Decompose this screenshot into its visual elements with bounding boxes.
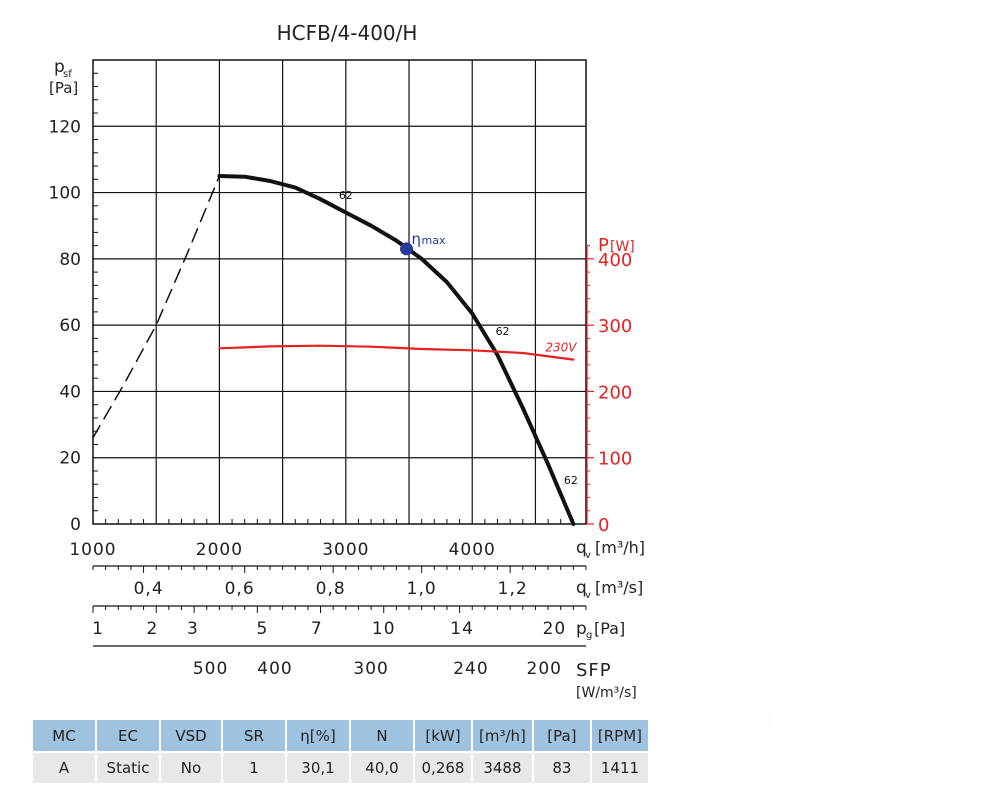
flow-axis-m3s: q v [m³/s] 0,4 0,6 0,8 1,0 1,2 — [92, 565, 643, 601]
sfp-axis: SFP [W/m³/s] 500 400 300 240 200 — [93, 645, 637, 701]
pressure-curve — [217, 174, 576, 526]
secondary-tick-label: 1,0 — [407, 579, 437, 599]
secondary-tick-label: 20 — [543, 619, 567, 639]
secondary-tick-label: 240 — [453, 659, 488, 679]
secondary-tick-label: 0,8 — [316, 579, 346, 599]
y-axis-label-letter: p — [54, 57, 65, 77]
power-curve — [218, 344, 575, 361]
eta-max-point — [399, 242, 413, 256]
header-kw: [kW] — [415, 720, 471, 751]
secondary-tick-label: 14 — [450, 619, 474, 639]
specs-table: MC EC VSD SR η[%] N [kW] [m³/h] [Pa] [RP… — [31, 718, 650, 785]
curve-label: 62 — [339, 189, 353, 202]
secondary-tick-label: 5 — [256, 619, 268, 639]
pg-label-letter: p — [576, 619, 587, 639]
y-tick-label: 100 — [49, 184, 81, 204]
header-m3h: [m³/h] — [473, 720, 532, 751]
cell-ec: Static — [97, 753, 159, 783]
header-mc: MC — [33, 720, 95, 751]
cell-m3h: 3488 — [473, 753, 532, 783]
y-axis-unit: [Pa] — [49, 79, 78, 97]
header-rpm: [RPM] — [591, 720, 649, 751]
y-tick-label: 120 — [49, 117, 81, 137]
specs-table-container: MC EC VSD SR η[%] N [kW] [m³/h] [Pa] [RP… — [31, 718, 650, 785]
power-tick-label: 100 — [598, 449, 632, 470]
pressure-axis: p sf [Pa] 0 20 40 60 80 100 120 — [49, 57, 81, 535]
specs-header-row: MC EC VSD SR η[%] N [kW] [m³/h] [Pa] [RP… — [33, 720, 649, 751]
minor-ticks — [93, 72, 574, 524]
eta-max-sub: max — [421, 234, 445, 247]
specs-value-row: A Static No 1 30,1 40,0 0,268 3488 83 14… — [33, 753, 649, 783]
eta-max-symbol: η — [411, 230, 421, 248]
y-axis-label-sub: sf — [63, 69, 72, 80]
cell-n: 40,0 — [351, 753, 413, 783]
secondary-tick-label: 1 — [92, 619, 104, 639]
secondary-tick-label: 300 — [353, 659, 388, 679]
x-tick-label: 1000 — [69, 540, 116, 560]
plot-frame — [92, 59, 587, 525]
chart-grid — [92, 59, 587, 525]
secondary-tick-label: 1,2 — [498, 579, 528, 599]
cell-pa: 83 — [533, 753, 590, 783]
x-axis-label-sub: v — [585, 550, 591, 561]
x-axis-unit: [m³/h] — [595, 538, 645, 557]
x-tick-label: 3000 — [322, 540, 369, 560]
header-ec: EC — [97, 720, 159, 751]
cell-rpm: 1411 — [591, 753, 649, 783]
y-tick-label: 20 — [59, 449, 81, 469]
flow-m3s-unit: [m³/s] — [595, 578, 643, 597]
header-n: N — [351, 720, 413, 751]
y-tick-label: 0 — [70, 515, 81, 535]
cell-sr: 1 — [223, 753, 285, 783]
sfp-unit: [W/m³/s] — [576, 685, 637, 701]
header-sr: SR — [223, 720, 285, 751]
secondary-tick-label: 0,6 — [225, 579, 255, 599]
voltage-label: 230V — [545, 341, 577, 355]
cell-mc: A — [33, 753, 95, 783]
cell-vsd: No — [161, 753, 221, 783]
power-tick-label: 400 — [598, 250, 632, 271]
x-tick-label: 4000 — [449, 540, 496, 560]
flow-m3s-label-sub: v — [585, 590, 591, 601]
y-tick-label: 60 — [59, 316, 81, 336]
y-tick-label: 40 — [59, 382, 81, 402]
flow-axis-m3h: q v [m³/h] 1000 2000 3000 4000 — [69, 538, 645, 561]
power-tick-label: 0 — [598, 515, 609, 536]
cell-eta: 30,1 — [287, 753, 349, 783]
secondary-tick-label: 10 — [372, 619, 396, 639]
pg-unit: [Pa] — [594, 619, 625, 638]
power-axis: P [W] 0 100 200 300 400 — [586, 235, 635, 536]
secondary-tick-label: 0,4 — [134, 579, 164, 599]
secondary-tick-label: 2 — [146, 619, 158, 639]
secondary-tick-label: 400 — [257, 659, 292, 679]
curve-label: 62 — [564, 474, 578, 487]
curve-label: 62 — [496, 325, 510, 338]
power-tick-label: 200 — [598, 382, 632, 403]
curves: 62 62 62 230V — [92, 174, 578, 526]
efficiency-annotation: η max — [399, 230, 446, 256]
secondary-tick-label: 200 — [527, 659, 562, 679]
header-vsd: VSD — [161, 720, 221, 751]
dynamic-pressure-axis: p g [Pa] 1 2 3 5 7 10 14 20 — [92, 605, 625, 641]
secondary-tick-label: 7 — [311, 619, 323, 639]
secondary-tick-label: 3 — [187, 619, 199, 639]
y-tick-label: 80 — [59, 250, 81, 270]
x-axis-label-letter: q — [576, 538, 587, 558]
secondary-tick-label: 500 — [193, 659, 228, 679]
decorative-speck: · — [768, 716, 771, 725]
chart-title: HCFB/4-400/H — [277, 21, 418, 45]
x-tick-label: 2000 — [196, 540, 243, 560]
pg-label-sub: g — [586, 630, 592, 641]
header-pa: [Pa] — [533, 720, 590, 751]
flow-m3s-label-letter: q — [576, 578, 587, 598]
power-axis-unit: [W] — [610, 239, 635, 255]
cell-kw: 0,268 — [415, 753, 471, 783]
header-eta: η[%] — [287, 720, 349, 751]
power-tick-label: 300 — [598, 316, 632, 337]
sfp-label: SFP — [576, 660, 612, 681]
power-axis-label: P — [598, 235, 609, 256]
